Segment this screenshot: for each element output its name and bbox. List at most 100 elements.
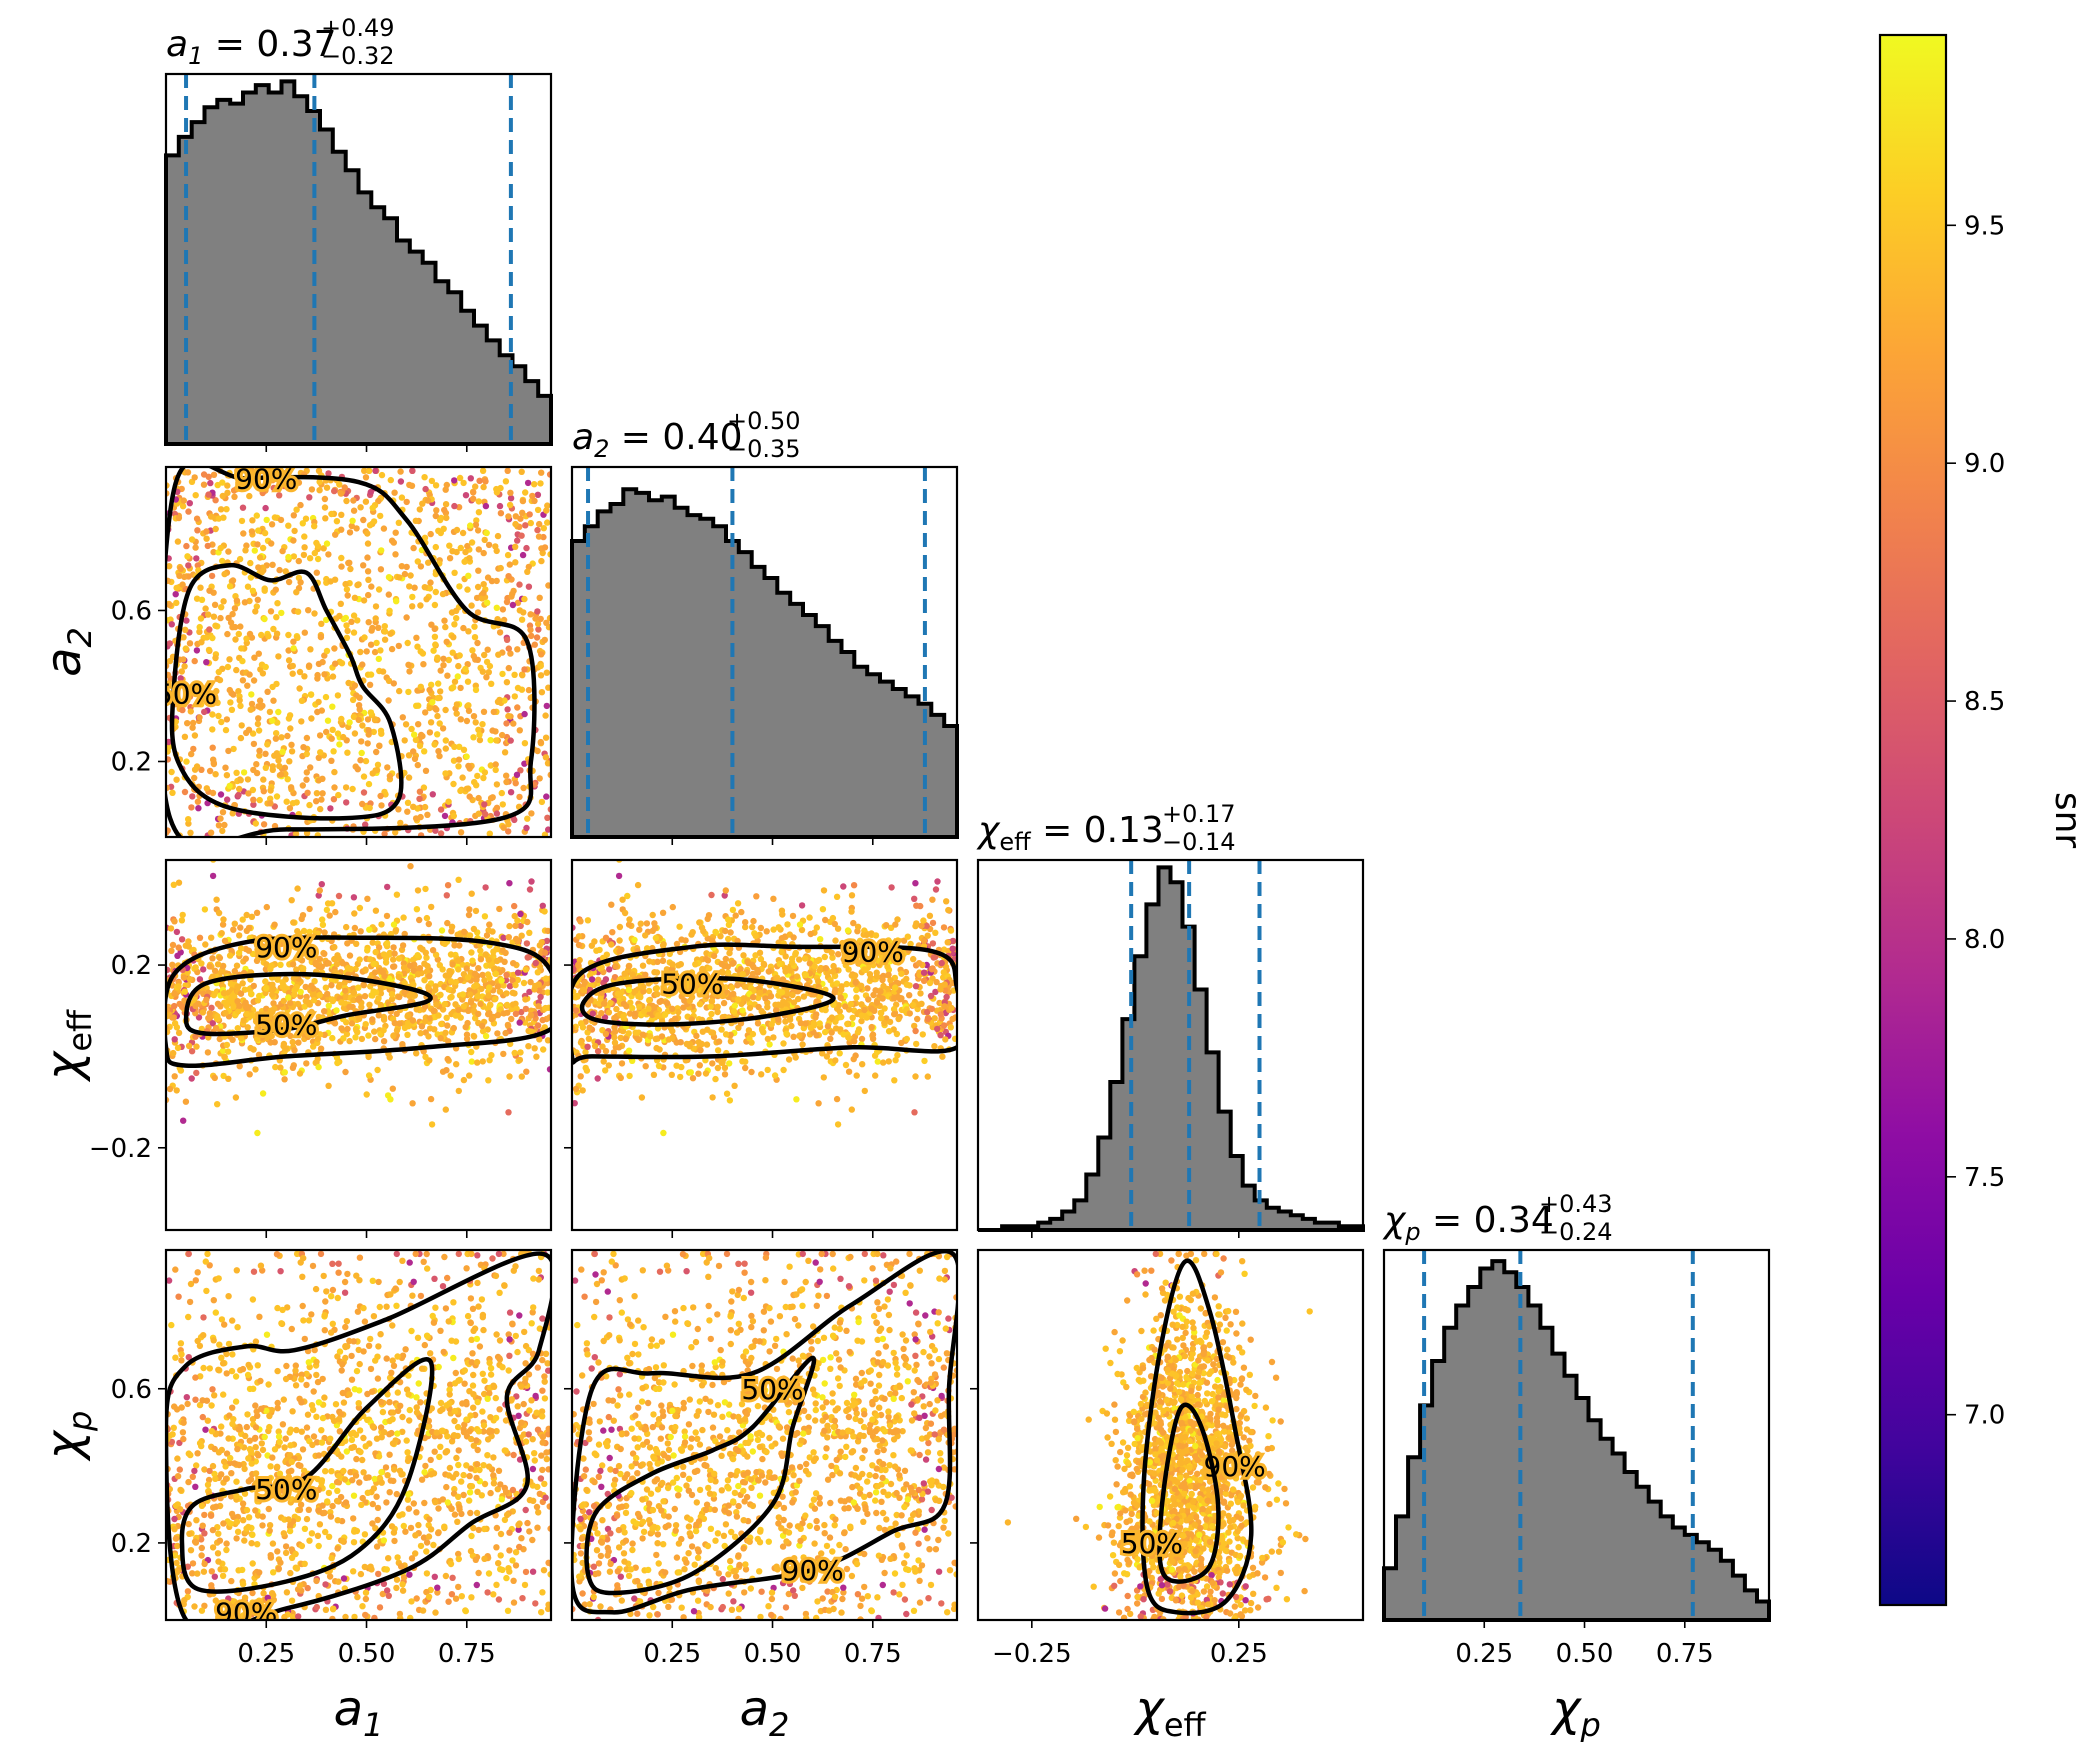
scatter-point bbox=[706, 965, 713, 972]
scatter-point bbox=[232, 1094, 240, 1101]
scatter-point bbox=[400, 914, 407, 921]
scatter-point bbox=[375, 624, 382, 631]
scatter-point bbox=[415, 721, 422, 728]
scatter-point bbox=[371, 1028, 378, 1035]
scatter-point bbox=[239, 916, 246, 923]
contour-label-0-2-1: 50% bbox=[255, 1008, 317, 1041]
scatter-point bbox=[788, 959, 796, 966]
scatter-point bbox=[233, 962, 241, 969]
scatter-point bbox=[439, 966, 446, 973]
scatter-point bbox=[828, 1029, 835, 1036]
scatter-point bbox=[354, 617, 361, 624]
scatter-point bbox=[848, 908, 855, 915]
scatter-point bbox=[331, 784, 338, 791]
scatter-point bbox=[413, 634, 420, 641]
scatter-point bbox=[525, 1043, 532, 1050]
scatter-point bbox=[722, 887, 729, 894]
scatter-point bbox=[330, 748, 337, 755]
scatter-point bbox=[290, 512, 297, 519]
scatter-point bbox=[434, 694, 442, 702]
scatter-point bbox=[543, 702, 550, 710]
scatter-point bbox=[611, 1039, 619, 1046]
scatter-point bbox=[579, 1087, 586, 1094]
scatter-point bbox=[185, 816, 192, 823]
scatter-point bbox=[264, 467, 271, 474]
scatter-point bbox=[659, 909, 667, 916]
scatter-point bbox=[366, 804, 373, 812]
scatter-point bbox=[300, 744, 307, 751]
contour-90-0-2 bbox=[166, 935, 551, 1069]
scatter-point bbox=[416, 965, 424, 972]
scatter-point bbox=[840, 956, 847, 963]
scatter-point bbox=[611, 1014, 618, 1022]
scatter-point bbox=[316, 991, 323, 999]
scatter-point bbox=[438, 927, 446, 934]
scatter-point bbox=[210, 759, 217, 767]
scatter-point bbox=[872, 932, 880, 939]
scatter-point bbox=[316, 478, 323, 486]
scatter-point bbox=[507, 495, 515, 502]
scatter-point bbox=[285, 522, 292, 529]
scatter-point bbox=[451, 942, 458, 949]
scatter-point bbox=[245, 1514, 253, 1521]
scatter-point bbox=[214, 1101, 221, 1108]
scatter-point bbox=[278, 1011, 286, 1019]
scatter-point bbox=[397, 478, 405, 485]
scatter-point bbox=[371, 648, 379, 656]
scatter-point bbox=[372, 1035, 379, 1043]
scatter-point bbox=[293, 506, 300, 513]
scatter-point bbox=[375, 1012, 382, 1019]
scatter-point bbox=[179, 911, 186, 919]
scatter-point bbox=[404, 1012, 412, 1019]
scatter-point bbox=[919, 1031, 926, 1038]
scatter-point bbox=[881, 1019, 888, 1027]
scatter-point bbox=[659, 957, 667, 964]
scatter-point bbox=[734, 982, 741, 989]
scatter-point bbox=[290, 537, 297, 544]
scatter-point bbox=[719, 969, 726, 976]
scatter-point bbox=[253, 512, 260, 519]
scatter-point bbox=[385, 697, 392, 704]
scatter-point bbox=[268, 717, 276, 724]
scatter-point bbox=[225, 548, 232, 555]
scatter-point bbox=[490, 708, 497, 716]
scatter-point bbox=[475, 726, 482, 733]
scatter-point bbox=[297, 951, 305, 958]
scatter-point bbox=[360, 773, 368, 780]
scatter-point bbox=[365, 1072, 373, 1079]
scatter-point bbox=[281, 1444, 288, 1451]
scatter-point bbox=[492, 970, 500, 977]
scatter-point bbox=[360, 597, 368, 604]
scatter-point bbox=[799, 1041, 806, 1048]
scatter-point bbox=[486, 1057, 493, 1064]
scatter-point bbox=[217, 1003, 224, 1010]
scatter-point bbox=[580, 986, 587, 994]
scatter-point bbox=[273, 730, 280, 737]
scatter-point bbox=[237, 990, 245, 997]
scatter-point bbox=[466, 1472, 473, 1480]
scatter-point bbox=[457, 829, 465, 836]
scatter-point bbox=[437, 688, 444, 695]
scatter-point bbox=[285, 631, 292, 639]
scatter-point bbox=[274, 600, 281, 607]
scatter-point bbox=[377, 967, 384, 974]
scatter-point bbox=[894, 916, 901, 923]
scatter-point bbox=[328, 757, 335, 764]
scatter-point bbox=[221, 821, 228, 829]
scatter-point bbox=[248, 700, 256, 708]
scatter-point bbox=[483, 674, 490, 681]
scatter-point bbox=[258, 569, 265, 576]
scatter-point bbox=[474, 772, 481, 780]
scatter-point bbox=[451, 678, 459, 685]
scatter-point bbox=[896, 948, 903, 955]
scatter-point bbox=[485, 541, 493, 549]
scatter-point bbox=[493, 547, 500, 555]
scatter-point bbox=[322, 515, 329, 522]
scatter-point bbox=[545, 1004, 551, 1011]
scatter-point bbox=[325, 1002, 332, 1009]
scatter-point bbox=[543, 619, 550, 626]
scatter-point bbox=[313, 1413, 320, 1421]
scatter-point bbox=[602, 1047, 610, 1055]
scatter-point bbox=[378, 921, 385, 928]
scatter-point bbox=[608, 901, 615, 908]
